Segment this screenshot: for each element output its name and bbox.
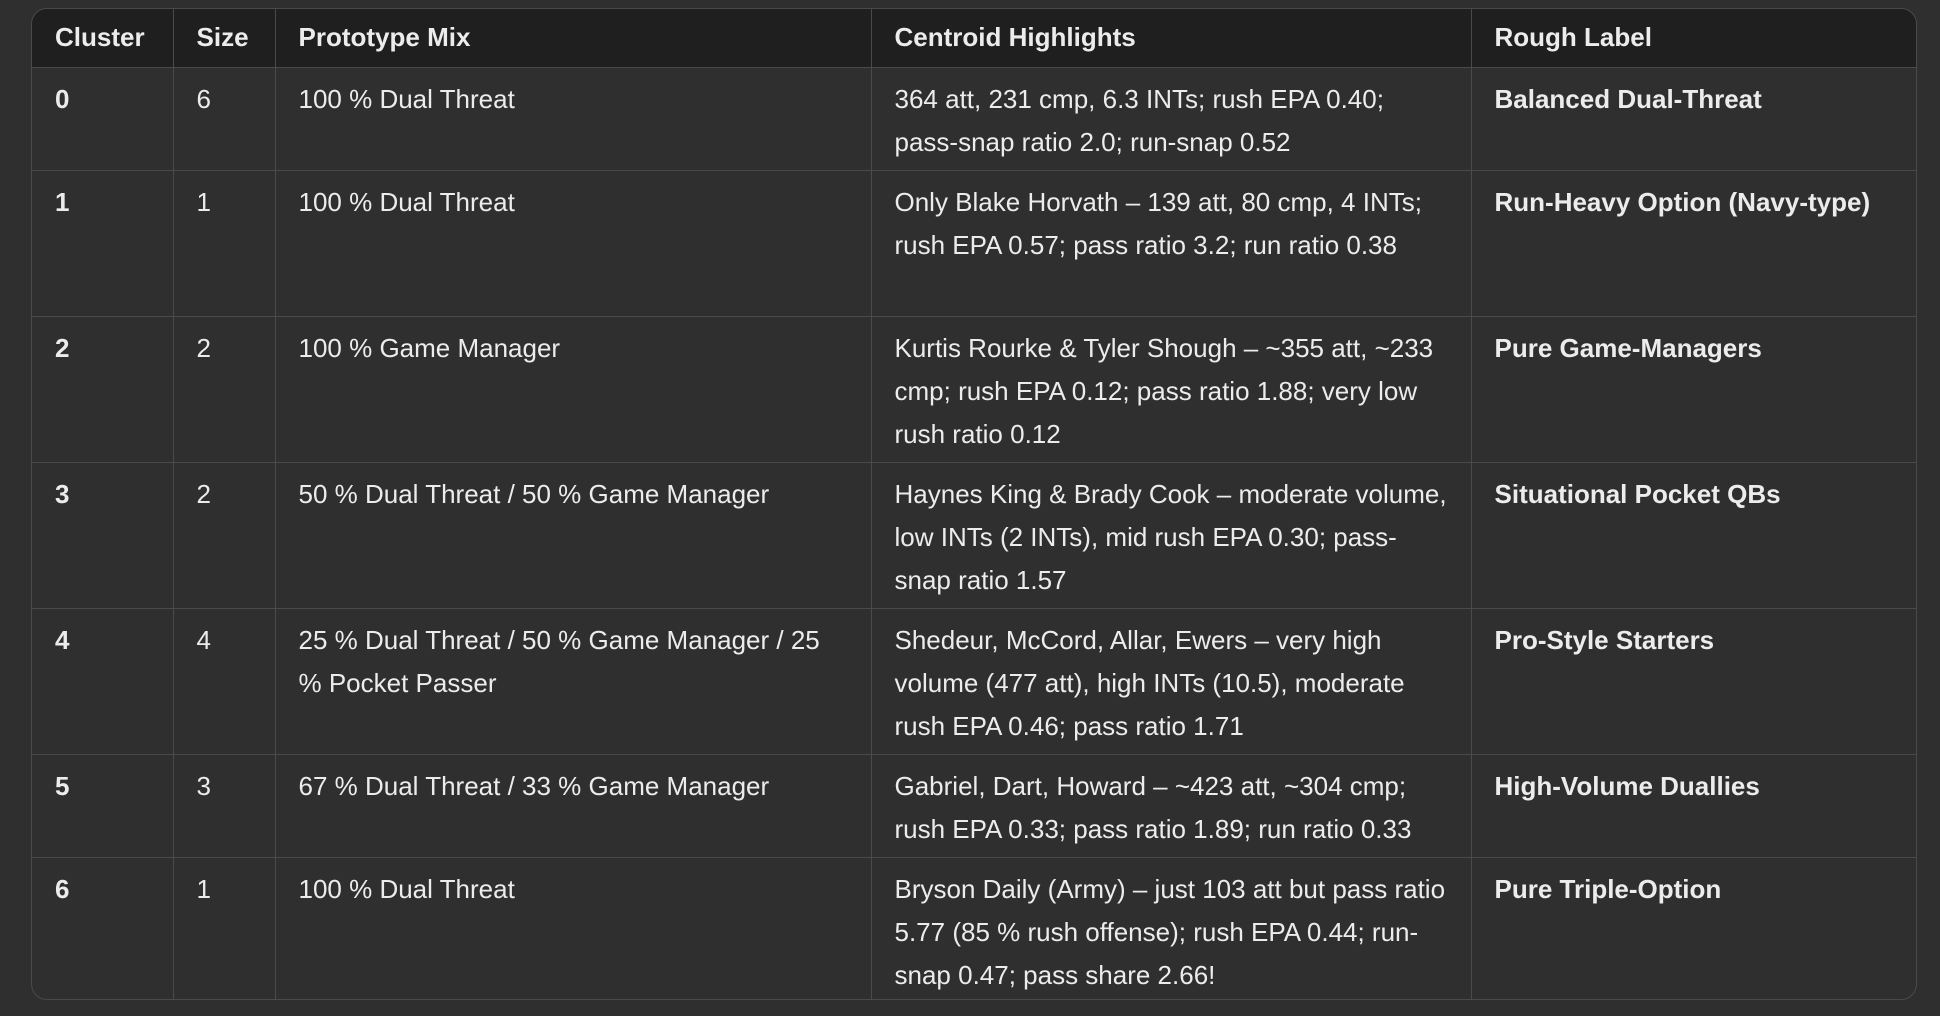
cluster-cell: 0 <box>32 67 173 171</box>
table-row: 2 2 100 % Game Manager Kurtis Rourke & T… <box>32 316 1916 463</box>
centroid-highlights-cell: Kurtis Rourke & Tyler Shough – ~355 att,… <box>870 316 1471 463</box>
rough-label-cell: Balanced Dual-Threat <box>1470 67 1916 171</box>
size-cell: 3 <box>172 754 275 858</box>
table-row: 4 4 25 % Dual Threat / 50 % Game Manager… <box>32 608 1916 755</box>
size-cell: 2 <box>172 462 275 609</box>
cluster-cell: 6 <box>55 873 70 904</box>
size-cell: 1 <box>172 857 275 999</box>
rough-label-cell: Pro-Style Starters <box>1470 608 1916 755</box>
prototype-mix-cell: 100 % Dual Threat <box>274 67 871 171</box>
size-cell: 4 <box>172 608 275 755</box>
size-cell: 6 <box>172 67 275 171</box>
prototype-mix-cell: 100 % Game Manager <box>274 316 871 463</box>
cluster-cell: 4 <box>32 608 173 755</box>
prototype-mix-cell: 100 % Dual Threat <box>274 170 871 317</box>
centroid-highlights-cell: 364 att, 231 cmp, 6.3 INTs; rush EPA 0.4… <box>870 67 1471 171</box>
prototype-mix-cell: 67 % Dual Threat / 33 % Game Manager <box>274 754 871 858</box>
prototype-mix-cell: 25 % Dual Threat / 50 % Game Manager / 2… <box>274 608 871 755</box>
header-size: Size <box>172 9 275 68</box>
table-row: 5 3 67 % Dual Threat / 33 % Game Manager… <box>32 754 1916 858</box>
rough-label-cell: Pure Triple-Option <box>1470 857 1916 999</box>
cluster-cell: 3 <box>32 462 173 609</box>
prototype-mix-cell: 50 % Dual Threat / 50 % Game Manager <box>274 462 871 609</box>
table-row: 3 2 50 % Dual Threat / 50 % Game Manager… <box>32 462 1916 609</box>
table-row: 6 1 100 % Dual Threat Bryson Daily (Army… <box>32 857 1916 999</box>
rough-label-cell: High-Volume Duallies <box>1470 754 1916 858</box>
size-cell: 2 <box>172 316 275 463</box>
centroid-highlights-cell: Bryson Daily (Army) – just 103 att but p… <box>870 857 1471 999</box>
centroid-highlights-cell: Gabriel, Dart, Howard – ~423 att, ~304 c… <box>870 754 1471 858</box>
centroid-highlights-cell: Haynes King & Brady Cook – moderate volu… <box>870 462 1471 609</box>
prototype-mix-cell: 100 % Dual Threat <box>274 857 871 999</box>
rough-label-cell: Run-Heavy Option (Navy-type) <box>1470 170 1916 317</box>
cluster-table-container: Cluster Size Prototype Mix Centroid High… <box>31 8 1917 1000</box>
header-rough-label: Rough Label <box>1470 9 1916 68</box>
cluster-cell: 1 <box>32 170 173 317</box>
centroid-highlights-cell: Shedeur, McCord, Allar, Ewers – very hig… <box>870 608 1471 755</box>
table-row: 0 6 100 % Dual Threat 364 att, 231 cmp, … <box>32 67 1916 171</box>
cluster-cell: 5 <box>32 754 173 858</box>
header-prototype-mix: Prototype Mix <box>274 9 871 68</box>
header-cluster: Cluster <box>32 9 173 68</box>
table-header-row: Cluster Size Prototype Mix Centroid High… <box>32 9 1916 68</box>
header-centroid-highlights: Centroid Highlights <box>870 9 1471 68</box>
size-cell: 1 <box>172 170 275 317</box>
cluster-table: Cluster Size Prototype Mix Centroid High… <box>32 9 1916 999</box>
centroid-highlights-cell: Only Blake Horvath – 139 att, 80 cmp, 4 … <box>870 170 1471 317</box>
rough-label-cell: Situational Pocket QBs <box>1470 462 1916 609</box>
rough-label-cell: Pure Game-Managers <box>1470 316 1916 463</box>
cluster-cell: 2 <box>32 316 173 463</box>
table-row: 1 1 100 % Dual Threat Only Blake Horvath… <box>32 170 1916 317</box>
